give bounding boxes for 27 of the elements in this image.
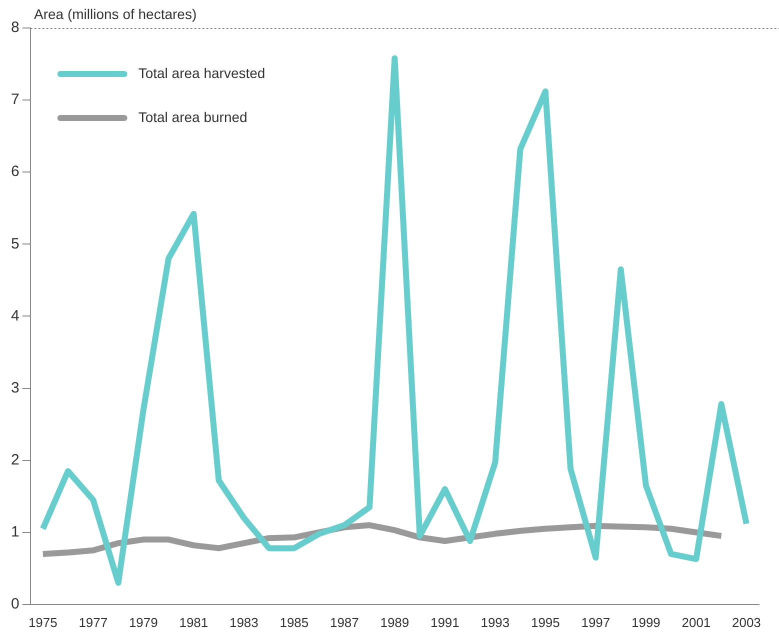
y-tick-label: 6 (11, 163, 20, 180)
x-tick-label: 1993 (480, 614, 510, 630)
x-tick-label: 1991 (430, 614, 460, 630)
x-tick-label: 1985 (280, 614, 309, 630)
x-tick-label: 1979 (128, 614, 158, 630)
x-tick-label: 1981 (179, 614, 208, 630)
legend-label: Total area burned (138, 108, 248, 125)
y-tick-label: 7 (11, 91, 20, 108)
y-tick-label: 3 (11, 379, 20, 396)
x-tick-label: 2001 (682, 614, 711, 630)
x-tick-label: 2003 (732, 614, 761, 630)
x-tick-label: 1987 (330, 614, 359, 630)
x-tick-label: 1997 (581, 614, 610, 630)
x-tick-label: 1977 (78, 614, 108, 630)
x-tick-label: 1975 (28, 614, 58, 630)
x-tick-label: 1989 (380, 614, 410, 630)
y-tick-label: 8 (11, 19, 20, 36)
y-tick-label: 5 (11, 235, 20, 252)
y-tick-label: 2 (11, 451, 20, 468)
y-tick-label: 0 (11, 596, 20, 613)
x-tick-label: 1999 (631, 614, 660, 630)
y-tick-label: 4 (11, 307, 20, 324)
y-axis-title: Area (millions of hectares) (34, 6, 197, 22)
x-tick-label: 1983 (229, 614, 258, 630)
legend-label: Total area harvested (138, 64, 266, 81)
y-tick-label: 1 (11, 523, 20, 540)
x-tick-label: 1995 (530, 614, 560, 630)
